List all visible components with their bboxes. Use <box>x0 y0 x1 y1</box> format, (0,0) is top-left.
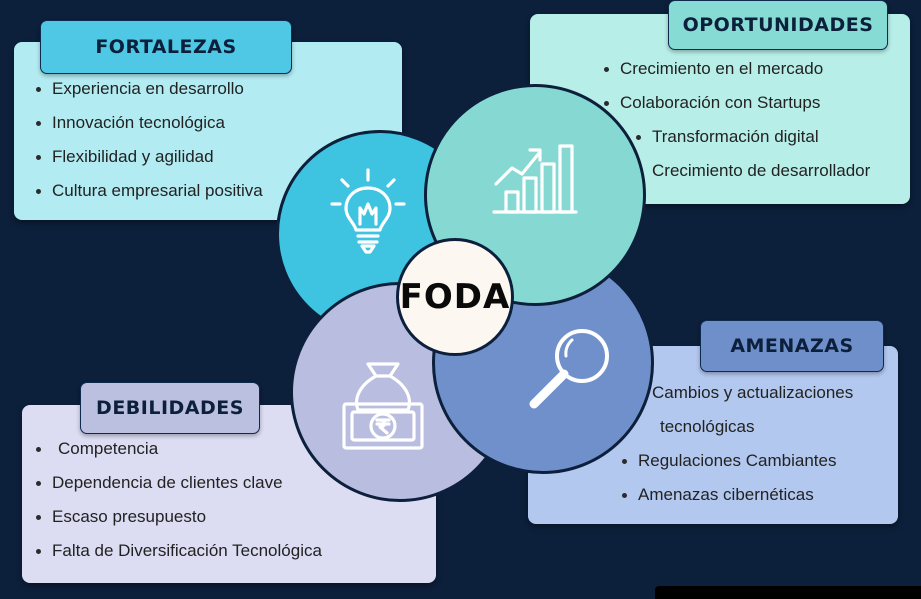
list-item: Cambios y actualizaciones <box>620 376 853 410</box>
lightbulb-icon <box>330 168 406 254</box>
list-item: Escaso presupuesto <box>34 500 322 534</box>
fortalezas-list: Experiencia en desarrollo Innovación tec… <box>34 72 263 208</box>
debilidades-title: DEBILIDADES <box>80 382 260 434</box>
corner-bar <box>655 586 921 599</box>
list-item: Transformación digital <box>634 120 870 154</box>
oportunidades-title: OPORTUNIDADES <box>668 0 888 50</box>
foda-center: FODA <box>396 238 514 356</box>
amenazas-list: Cambios y actualizaciones tecnológicas R… <box>620 376 853 512</box>
magnifier-icon <box>529 329 609 409</box>
list-item: Crecimiento en el mercado <box>602 52 870 86</box>
list-item: tecnológicas <box>620 410 853 444</box>
oportunidades-list: Crecimiento en el mercado Colaboración c… <box>602 52 870 188</box>
amenazas-panel: Cambios y actualizaciones tecnológicas R… <box>528 346 898 524</box>
growth-chart-icon <box>492 144 578 214</box>
amenazas-title: AMENAZAS <box>700 320 884 372</box>
list-item: Regulaciones Cambiantes <box>620 444 853 478</box>
list-item: Colaboración con Startups <box>602 86 870 120</box>
list-item: Dependencia de clientes clave <box>34 466 322 500</box>
list-item: Cultura empresarial positiva <box>34 174 263 208</box>
list-item: Crecimiento de desarrollador <box>634 154 870 188</box>
fortalezas-title: FORTALEZAS <box>40 20 292 74</box>
list-item: Innovación tecnológica <box>34 106 263 140</box>
money-bag-icon <box>342 362 424 450</box>
list-item: Experiencia en desarrollo <box>34 72 263 106</box>
list-item: Flexibilidad y agilidad <box>34 140 263 174</box>
list-item: Amenazas cibernéticas <box>620 478 853 512</box>
list-item: Falta de Diversificación Tecnológica <box>34 534 322 568</box>
list-item: Competencia <box>34 432 322 466</box>
debilidades-list: Competencia Dependencia de clientes clav… <box>34 432 322 568</box>
